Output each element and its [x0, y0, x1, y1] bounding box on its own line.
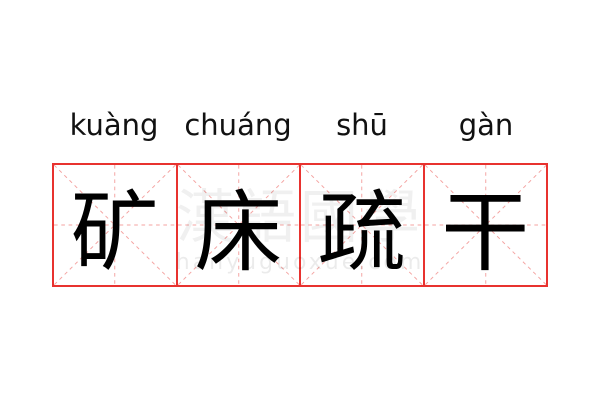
- character-cell: 疏: [301, 165, 425, 285]
- character-grid: 矿 床 疏 干: [52, 163, 548, 287]
- pinyin-3: shū: [336, 108, 388, 142]
- character-cell: 矿: [54, 165, 178, 285]
- guide-lines: [301, 165, 423, 285]
- character-cell: 床: [177, 165, 301, 285]
- character-cell: 干: [424, 165, 546, 285]
- pinyin-1: kuàng: [69, 108, 159, 142]
- pinyin-4: gàn: [458, 108, 514, 142]
- character: 矿: [70, 180, 159, 284]
- character: 疏: [317, 180, 406, 284]
- character: 床: [194, 180, 283, 284]
- character: 干: [441, 180, 530, 284]
- guide-lines: [177, 165, 299, 285]
- guide-lines: [424, 165, 546, 285]
- pinyin-2: chuáng: [184, 108, 292, 142]
- guide-lines: [54, 165, 176, 285]
